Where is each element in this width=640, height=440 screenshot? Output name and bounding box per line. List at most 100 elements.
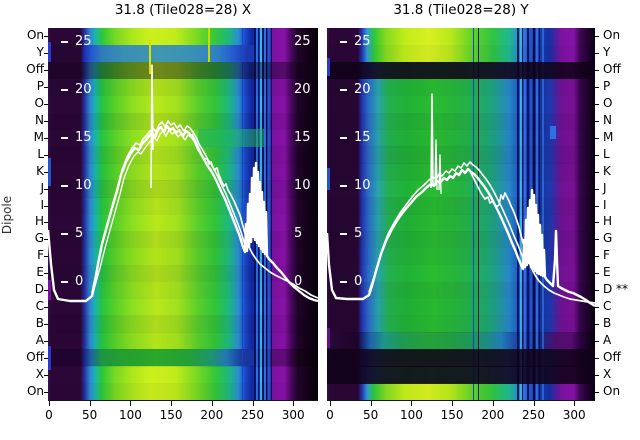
y-tick-mark [44, 205, 48, 207]
y-tick-mark [595, 340, 599, 342]
y-tick-mark [595, 323, 599, 325]
y-tick-mark [595, 273, 599, 275]
heatmap-row [48, 281, 318, 300]
power-curves [327, 93, 595, 308]
x-tick-label: 250 [241, 408, 264, 422]
x-tick-mark [452, 401, 454, 406]
power-curve [91, 120, 247, 294]
heatmap-row [48, 112, 318, 131]
tick-dash [340, 88, 347, 91]
dipole-label-left: C [35, 299, 44, 313]
dipole-label-right: X [603, 366, 612, 381]
heatmap-patch [198, 129, 264, 147]
y-tick-mark [595, 357, 599, 359]
x-tick-mark [411, 401, 413, 406]
dipole-label-right: L [603, 146, 610, 161]
power-scale-label: 15 [61, 130, 92, 145]
dipole-label-left: K [36, 163, 44, 178]
dipole-label-right: G [603, 231, 613, 246]
dipole-label-left: X [35, 366, 44, 381]
y-tick-mark [44, 137, 48, 139]
y-tick-mark [595, 239, 599, 241]
power-scale-label: 5 [340, 226, 362, 241]
y-tick-mark [595, 171, 599, 173]
dipole-label-right: On [603, 383, 621, 398]
power-scale-label: 20 [61, 82, 92, 97]
power-scale-value: 15 [75, 130, 92, 145]
row-shade [48, 315, 318, 333]
heatmap-row [48, 315, 318, 333]
dipole-label-left: O [34, 96, 44, 111]
x-tick-label: 50 [363, 408, 379, 422]
y-tick-mark [595, 36, 599, 38]
dipole-label-right: N [603, 113, 612, 127]
y-tick-mark [44, 374, 48, 376]
heatmap-row [48, 332, 318, 350]
row-shade [327, 332, 595, 350]
y-tick-mark [595, 391, 599, 393]
dipole-label-right: D ** [603, 282, 629, 297]
tick-dash [340, 40, 347, 43]
y-tick-mark [595, 87, 599, 89]
tick-dash [340, 232, 347, 235]
power-scale-value: 10 [354, 178, 371, 193]
x-tick-mark [533, 401, 535, 406]
channel-stripe [517, 28, 519, 400]
power-curve [468, 168, 595, 304]
power-scale-label: 25 [61, 34, 92, 49]
x-tick-mark [171, 401, 173, 406]
tick-dash [340, 184, 347, 187]
y-tick-mark [44, 222, 48, 224]
heatmap-row [48, 383, 318, 400]
tick-dash [61, 280, 68, 283]
dipole-label-left: F [37, 248, 44, 263]
power-scale-label: 10 [340, 178, 371, 193]
tick-dash [61, 40, 68, 43]
x-tick-mark [130, 401, 132, 406]
dipole-label-right: E [603, 265, 611, 280]
row-shade [48, 78, 318, 97]
x-tick-mark [330, 401, 331, 406]
heatmap-row [48, 247, 318, 266]
heatmap-panel-x-pol: 25 20 15 10 5 0 25 20 15 10 5 0 [48, 28, 318, 401]
power-scale-value: 25 [75, 34, 92, 49]
heatmap-row [48, 78, 318, 97]
dipole-label-left: M [33, 129, 44, 144]
power-scale-value: 15 [354, 130, 371, 145]
dipole-label-right: Off [603, 62, 621, 77]
x-tick-label: 0 [45, 408, 53, 422]
power-curve [438, 154, 442, 195]
x-tick-label: 150 [159, 408, 183, 422]
x-tick-mark [293, 401, 295, 406]
heatmap-patch [208, 28, 210, 62]
x-tick-label: 250 [522, 408, 545, 422]
y-tick-mark [595, 104, 599, 106]
y-tick-mark [44, 357, 48, 359]
x-tick-label: 300 [562, 408, 586, 422]
dipole-label-right: P [603, 79, 611, 94]
heatmap-row [48, 298, 318, 317]
x-tick-mark [252, 401, 254, 406]
power-scale-value: 10 [75, 178, 92, 193]
power-scale-value: 0 [75, 274, 84, 289]
heatmap-patch [48, 346, 51, 370]
heatmap-row [48, 95, 318, 114]
y-tick-mark [44, 121, 48, 122]
heatmap-patch [48, 158, 51, 186]
y-tick-mark [595, 307, 599, 308]
x-tick-label: 100 [118, 408, 142, 422]
tick-dash [61, 232, 68, 235]
y-tick-mark [595, 205, 599, 207]
dipole-label-left: N [35, 113, 44, 127]
dipole-label-right: O [603, 96, 613, 111]
power-curve [430, 93, 434, 189]
power-scale-value: 0 [354, 274, 363, 289]
dipole-label-left: P [36, 79, 44, 94]
y-tick-mark [44, 256, 48, 258]
row-shade [327, 61, 595, 80]
dipole-label-right: Off [603, 349, 621, 364]
panel-title-x: 31.8 (Tile028=28) X [114, 2, 252, 18]
row-shade [327, 315, 595, 333]
y-tick-mark [44, 239, 48, 241]
